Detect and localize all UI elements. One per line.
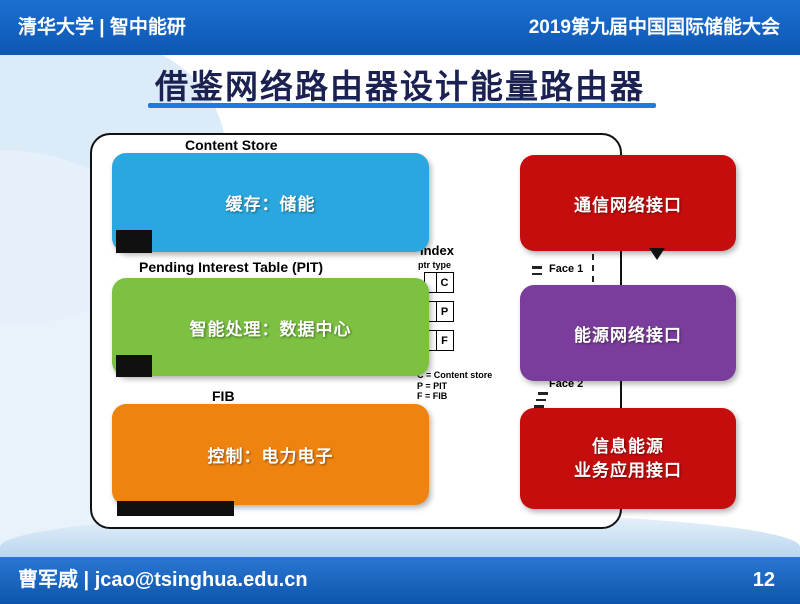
table-edge-decoration [116,230,152,253]
index-table: C P F [424,272,454,359]
communication-interface-box: 通信网络接口 [520,155,736,251]
processing-datacenter-box: 智能处理：数据中心 [112,278,429,376]
header-organization: 清华大学 | 智中能研 [18,17,186,38]
footer-author-email: 曹军威 | jcao@tsinghua.edu.cn [18,569,308,591]
service-interface-line2: 业务应用接口 [574,460,682,480]
dashed-connector [532,266,542,279]
index-type-cell: C [435,272,454,293]
dashed-connector [534,392,548,412]
service-interface-line1: 信息能源 [592,436,664,456]
legend-line: F = FIB [417,391,448,401]
footer-bar: 曹军威 | jcao@tsinghua.edu.cn 12 [0,557,800,604]
index-type-cell: F [435,330,454,351]
slide-title: 借鉴网络路由器设计能量路由器 [155,68,645,105]
energy-interface-box: 能源网络接口 [520,285,736,381]
dashed-connector-vertical [592,254,594,282]
pending-interest-table-label: Pending Interest Table (PIT) [139,259,324,275]
face2-label: Face 2 [549,378,584,390]
legend-line: P = PIT [417,380,448,391]
face1-label: Face 1 [549,263,584,275]
header-bar: 清华大学 | 智中能研 2019第九届中国国际储能大会 [0,0,800,55]
index-type-cell: P [435,301,454,322]
legend-line: C = Content store [417,370,493,380]
cache-storage-box: 缓存：储能 [112,153,429,252]
table-edge-decoration [116,355,152,377]
table-edge-decoration [117,501,234,516]
page-number: 12 [752,569,775,591]
index-columns-label: ptr type [418,260,452,270]
service-interface-box: 信息能源 业务应用接口 [520,408,736,509]
control-power-electronics-box: 控制：电力电子 [112,404,429,505]
index-legend: C = Content store P = PIT F = FIB [417,370,492,402]
fib-label: FIB [212,388,235,404]
down-arrow-icon [649,248,665,260]
title-underline [148,103,656,108]
header-conference-title: 2019第九届中国国际储能大会 [528,17,780,38]
index-label: Index [420,243,454,258]
content-store-label: Content Store [185,137,278,153]
